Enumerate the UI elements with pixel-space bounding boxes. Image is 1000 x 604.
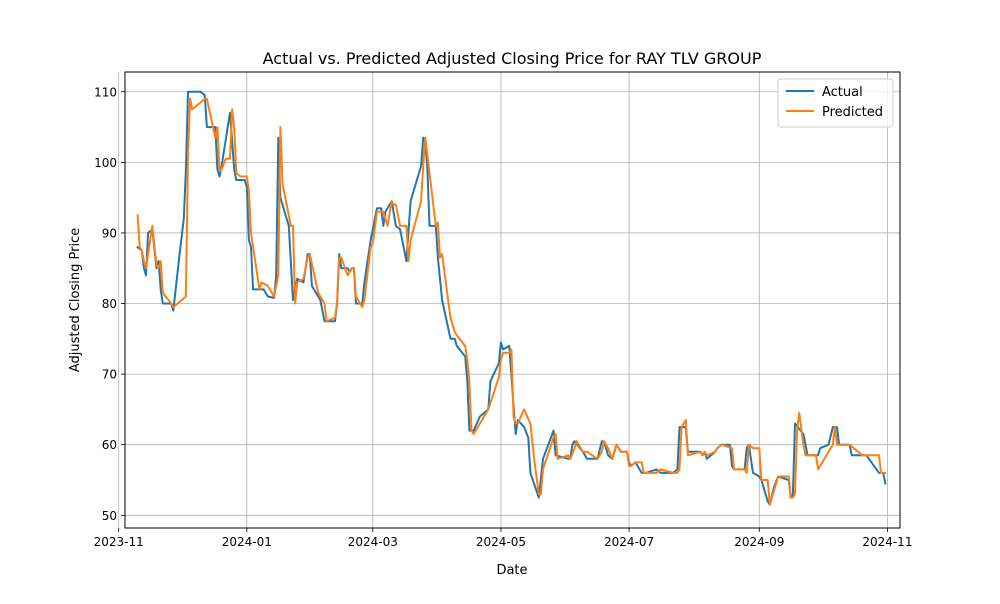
y-tick-label: 110 bbox=[94, 85, 117, 99]
x-tick-label: 2024-11 bbox=[862, 535, 912, 549]
x-tick-label: 2024-07 bbox=[604, 535, 654, 549]
y-tick-label: 90 bbox=[102, 226, 117, 240]
x-tick-label: 2024-09 bbox=[734, 535, 784, 549]
legend-label-actual: Actual bbox=[822, 85, 863, 100]
x-axis: 2023-11 2024-01 2024-03 2024-05 2024-07 2024-… bbox=[94, 528, 912, 549]
legend-label-predicted: Predicted bbox=[822, 105, 883, 120]
y-tick-label: 60 bbox=[102, 438, 117, 452]
x-axis-label: Date bbox=[496, 563, 527, 578]
x-tick-label: 2024-03 bbox=[348, 535, 398, 549]
y-tick-label: 50 bbox=[102, 509, 117, 523]
x-tick-label: 2024-05 bbox=[476, 535, 526, 549]
legend: Actual Predicted bbox=[777, 78, 894, 128]
x-tick-label: 2023-11 bbox=[94, 535, 144, 549]
series-line-predicted bbox=[136, 97, 887, 506]
y-axis: 50 60 70 80 90 100 110 bbox=[94, 85, 125, 523]
plot-frame bbox=[124, 71, 901, 529]
y-tick-label: 100 bbox=[94, 156, 117, 170]
y-tick-label: 70 bbox=[102, 368, 117, 382]
x-tick-label: 2024-01 bbox=[222, 535, 272, 549]
chart-title: Actual vs. Predicted Adjusted Closing Pr… bbox=[263, 49, 762, 68]
series-lines bbox=[136, 90, 887, 506]
y-tick-label: 80 bbox=[102, 297, 117, 311]
y-axis-label: Adjusted Closing Price bbox=[68, 228, 83, 372]
